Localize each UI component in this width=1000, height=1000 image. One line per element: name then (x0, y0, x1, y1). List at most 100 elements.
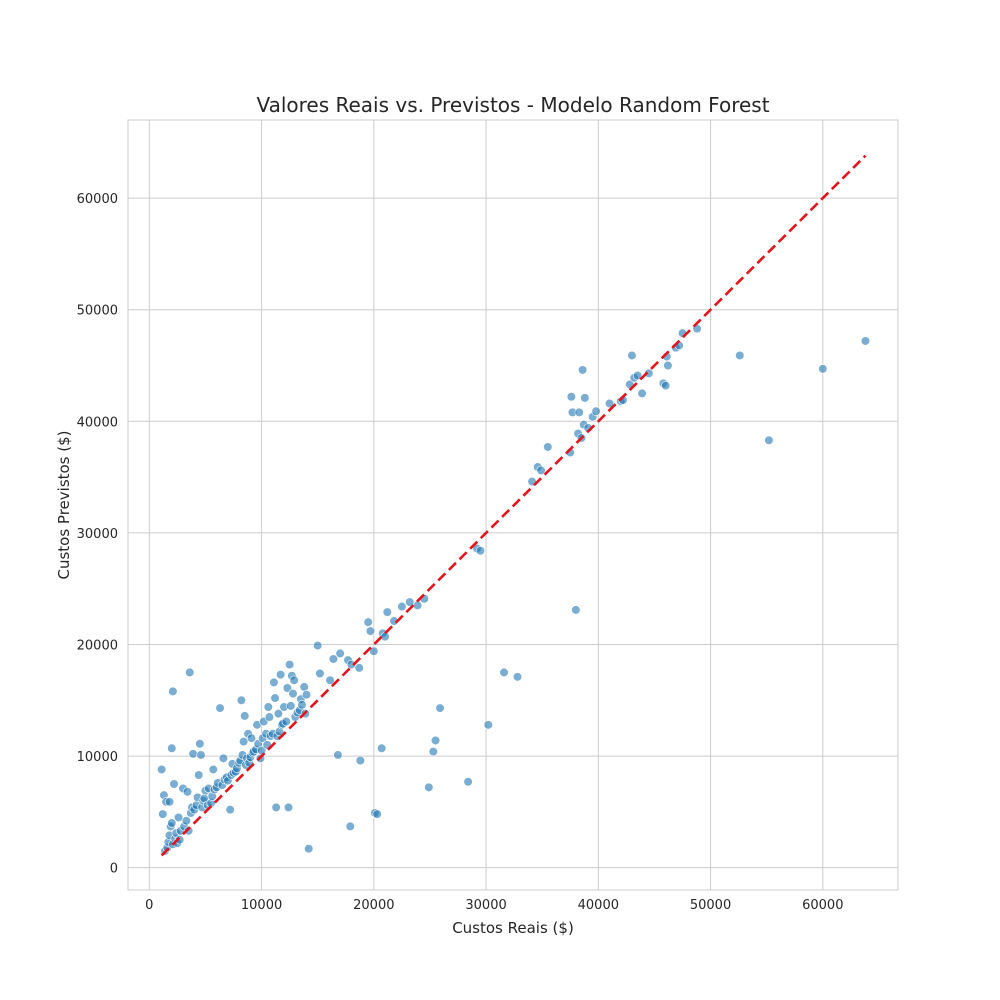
data-point (604, 398, 615, 409)
y-tick-label: 0 (110, 862, 118, 877)
data-point (273, 709, 284, 719)
x-tick-label: 50000 (690, 898, 731, 913)
data-point (627, 350, 637, 361)
data-point (281, 716, 291, 727)
data-point (499, 667, 509, 677)
data-point (369, 646, 379, 656)
data-point (289, 675, 299, 685)
data-point (571, 605, 581, 615)
data-point (288, 688, 298, 699)
data-point (263, 702, 273, 712)
data-point (536, 465, 546, 476)
data-point (463, 777, 473, 787)
data-point (372, 809, 382, 819)
data-point (167, 743, 177, 753)
data-point (335, 648, 345, 659)
x-tick-label: 40000 (578, 898, 619, 913)
data-point (236, 695, 246, 705)
data-point (173, 812, 184, 823)
plot-frame (127, 119, 899, 891)
data-point (225, 805, 235, 815)
data-point (764, 435, 774, 445)
data-point (285, 659, 295, 670)
y-tick-label: 30000 (77, 527, 118, 542)
y-tick-label: 10000 (77, 750, 118, 765)
scatter-points (157, 324, 871, 856)
data-point (297, 700, 307, 710)
data-point (405, 597, 415, 607)
data-point (299, 682, 309, 692)
data-point (157, 764, 167, 775)
data-point (269, 677, 279, 688)
data-point (661, 380, 671, 391)
x-tick-label: 30000 (465, 898, 506, 913)
data-point (185, 667, 195, 677)
x-tick-label: 20000 (353, 898, 394, 913)
data-point (566, 392, 576, 402)
y-tick-label: 60000 (77, 192, 118, 207)
x-tick-label: 60000 (802, 898, 843, 913)
data-point (167, 818, 177, 828)
data-point (354, 663, 364, 673)
y-tick-label: 50000 (77, 304, 118, 319)
data-point (181, 816, 191, 826)
data-point (215, 703, 225, 713)
data-point (735, 350, 745, 361)
y-axis-label: Custos Previstos ($) (55, 430, 73, 579)
data-point (325, 675, 335, 685)
data-point (328, 654, 339, 664)
y-tick-label: 20000 (77, 638, 118, 653)
data-point (663, 360, 673, 371)
data-point (270, 693, 280, 703)
data-point (574, 407, 584, 417)
data-point (218, 753, 229, 763)
data-point (430, 735, 441, 746)
x-axis-ticks: 0 10000 20000 30000 40000 50000 60000 (145, 898, 843, 913)
data-point (182, 787, 193, 797)
data-point (412, 600, 423, 611)
data-point (365, 626, 376, 636)
data-point (196, 750, 206, 760)
x-tick-label: 10000 (241, 898, 282, 913)
data-point (860, 336, 871, 346)
data-point (382, 607, 392, 617)
data-point (164, 797, 175, 807)
data-point (313, 641, 323, 651)
data-point (591, 406, 601, 416)
data-point (158, 809, 168, 819)
data-point (355, 755, 365, 766)
data-point (304, 844, 314, 854)
data-point (283, 802, 294, 813)
data-point (264, 712, 275, 722)
y-tick-label: 40000 (77, 415, 118, 430)
x-axis-label: Custos Reais ($) (452, 919, 574, 937)
data-point (397, 601, 407, 612)
data-point (184, 826, 194, 836)
data-point (818, 364, 828, 374)
data-point (345, 821, 355, 831)
data-point (435, 703, 445, 713)
data-point (428, 747, 438, 757)
data-point (195, 739, 205, 749)
data-point (377, 743, 387, 753)
data-point (301, 690, 312, 700)
data-point (363, 617, 373, 627)
data-point (188, 749, 198, 759)
data-point (380, 632, 390, 642)
data-point (577, 365, 588, 375)
grid-lines (128, 120, 898, 890)
data-point (637, 388, 647, 399)
data-point (208, 764, 218, 775)
data-point (239, 736, 249, 747)
x-tick-label: 0 (145, 898, 153, 913)
data-point (333, 750, 343, 760)
data-point (580, 393, 590, 403)
data-point (169, 779, 179, 789)
reference-line (160, 154, 867, 857)
data-point (483, 720, 493, 730)
data-point (240, 711, 250, 721)
y-axis-ticks: 0 10000 20000 30000 40000 50000 60000 (77, 192, 118, 877)
data-point (512, 672, 523, 682)
data-point (271, 802, 281, 813)
